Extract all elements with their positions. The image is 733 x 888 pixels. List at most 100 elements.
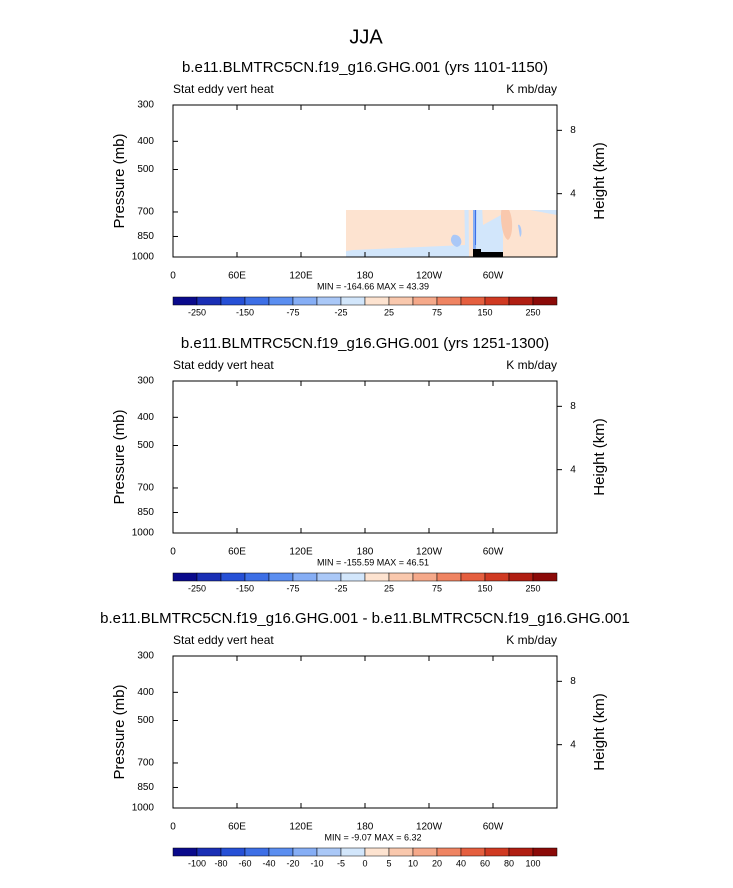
colorbar-box [532,847,558,857]
panel-title: b.e11.BLMTRC5CN.f19_g16.GHG.001 (yrs 110… [182,59,548,76]
colorbar-label: -40 [262,858,275,868]
contour-region [273,105,293,257]
colorbar-label: 20 [432,858,442,868]
colorbar-box [292,296,318,306]
x-tick-label: 120W [416,271,443,282]
contour-region [209,485,213,499]
colorbar-box [316,296,342,306]
colorbar-box [388,572,414,582]
colorbar-box [484,296,510,306]
right-label: K mb/day [506,633,557,647]
y2-tick-label: 4 [570,188,576,199]
right-label: K mb/day [506,82,557,96]
x-tick-label: 180 [357,271,374,282]
topography [481,252,503,257]
contour-region [215,656,233,808]
topography [473,249,481,257]
colorbar-box [244,847,270,857]
topography [211,247,217,257]
topography [199,796,207,808]
contour-region [205,473,216,508]
colorbar-box [220,847,246,857]
plot-frame [172,380,558,534]
contour-region [468,210,473,257]
topography [473,525,481,533]
colorbar-box [364,847,390,857]
y-axis-label: Pressure (mb) [111,133,128,228]
left-label: Stat eddy vert heat [173,82,274,96]
x-tick-label: 60E [228,271,246,282]
y2-axis-label: Height (km) [591,693,608,771]
contour-region [235,671,258,776]
contour-region [461,656,483,808]
topography [203,792,213,808]
colorbar-label: 150 [477,307,492,317]
colorbar-label: -100 [188,858,206,868]
contour-field [176,105,557,257]
panel-title: b.e11.BLMTRC5CN.f19_g16.GHG.001 - b.e11.… [100,610,630,627]
y-tick-label: 850 [137,231,154,242]
colorbar-box [436,572,462,582]
y-tick-label: 700 [137,207,154,218]
contour-region [518,501,521,513]
contour-region [223,105,238,135]
colorbar-box [484,847,510,857]
y-axis-label: Pressure (mb) [111,684,128,779]
contour-region [450,234,462,247]
colorbar-label: 75 [432,583,442,593]
contour-region [207,203,214,228]
colorbar-label: -150 [236,583,254,593]
colorbar-box [172,847,198,857]
y-axis-label: Pressure (mb) [111,409,128,504]
x-tick-label: 0 [170,822,176,833]
x-tick-label: 60E [228,822,246,833]
y2-tick-label: 8 [570,676,576,687]
contour-region [223,381,238,411]
topography [473,800,481,808]
topography [481,528,503,533]
contour-region [207,479,214,504]
colorbar-box [316,572,342,582]
topography [291,802,309,808]
y2-tick-label: 8 [570,401,576,412]
topography [481,803,503,808]
contour-region [298,105,318,257]
contour-region [176,105,188,145]
colorbar-label: -25 [334,307,347,317]
y-tick-label: 500 [137,440,154,451]
colorbar-box [364,572,390,582]
colorbar-label: -80 [214,858,227,868]
contour-region [209,209,213,223]
topography [278,527,286,533]
x-tick-label: 60W [483,547,504,558]
y-tick-label: 700 [137,758,154,769]
colorbar-box [388,847,414,857]
contour-region [518,224,522,237]
x-tick-label: 0 [170,547,176,558]
contour-region [423,685,453,713]
y-tick-label: 700 [137,483,154,494]
contour-region [475,210,476,245]
contour-region [501,481,512,516]
contour-region [473,381,477,531]
colorbar-label: 80 [504,858,514,868]
topography [278,251,286,257]
x-tick-label: 120E [289,271,313,282]
colorbar-label: -60 [238,858,251,868]
colorbar-label: 60 [480,858,490,868]
x-tick-label: 0 [170,271,176,282]
contour-region [482,210,502,225]
topography [203,517,213,533]
contour-region [323,781,327,798]
plot-frame [172,655,558,809]
topography [199,245,207,257]
topography [291,251,309,257]
contour-region [173,481,187,533]
colorbar-label: 25 [384,583,394,593]
field-background [173,381,557,533]
colorbar-box [196,572,222,582]
y-tick-label: 400 [137,136,154,147]
colorbar-label: -20 [286,858,299,868]
x-tick-label: 180 [357,822,374,833]
contour-region [503,210,557,257]
